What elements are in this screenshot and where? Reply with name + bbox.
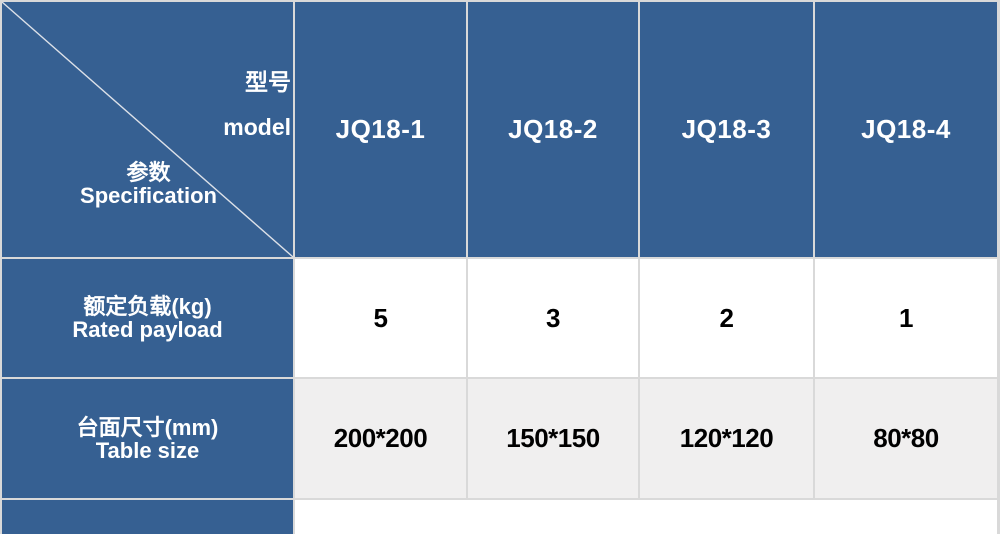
value-rated-payload-jq18-4: 1 — [815, 259, 997, 377]
corner-model-label: 型号 model — [223, 70, 291, 139]
diagonal-divider-line — [2, 2, 293, 257]
corner-spec-label: 参数 Specification — [43, 161, 254, 207]
corner-model-zh: 型号 — [245, 69, 291, 95]
partial-row-data-area — [295, 500, 997, 534]
value-table-size-jq18-1: 200*200 — [295, 379, 466, 498]
corner-spec-en: Specification — [80, 183, 217, 208]
value-rated-payload-jq18-3: 2 — [640, 259, 813, 377]
value-rated-payload-jq18-1: 5 — [295, 259, 466, 377]
value-table-size-jq18-4: 80*80 — [815, 379, 997, 498]
row-label-rated-payload-zh: 额定负载(kg) — [83, 294, 212, 319]
column-header-jq18-2: JQ18-2 — [468, 2, 638, 257]
partial-row-label-cell — [2, 500, 293, 534]
column-header-jq18-1: JQ18-1 — [295, 2, 466, 257]
row-label-table-size-en: Table size — [95, 437, 200, 463]
column-header-jq18-4: JQ18-4 — [815, 2, 997, 257]
corner-header-cell: 型号 model 参数 Specification — [2, 2, 293, 257]
column-header-jq18-3: JQ18-3 — [640, 2, 813, 257]
value-table-size-jq18-3: 120*120 — [640, 379, 813, 498]
value-table-size-jq18-2: 150*150 — [468, 379, 638, 498]
value-rated-payload-jq18-2: 3 — [468, 259, 638, 377]
corner-model-en: model — [223, 114, 291, 140]
row-label-rated-payload-en: Rated payload — [72, 317, 223, 342]
corner-spec-zh: 参数 — [126, 160, 171, 185]
row-label-table-size-zh: 台面尺寸(mm) — [76, 414, 219, 440]
row-label-table-size: 台面尺寸(mm) Table size — [2, 379, 293, 498]
row-label-rated-payload: 额定负载(kg) Rated payload — [2, 259, 293, 377]
